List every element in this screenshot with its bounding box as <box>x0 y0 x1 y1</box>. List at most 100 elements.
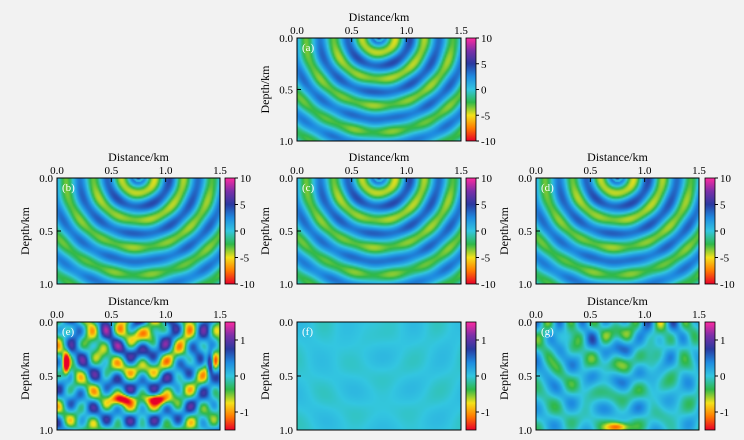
panel-b: (b) 0.0 0.5 1.0 1.5 Distance/km 0.0 0.5 1.0 Depth… <box>18 150 255 291</box>
colorbar-tick-label: 5 <box>240 200 246 212</box>
colorbar-tick-label: 0 <box>481 371 487 383</box>
panel-label: (c) <box>302 182 315 194</box>
y-axis-title: Depth/km <box>258 351 272 400</box>
heatmap-a <box>297 38 461 141</box>
y-tick-label: 1.0 <box>279 136 293 148</box>
x-tick-label: 0.5 <box>345 25 359 37</box>
x-tick-label: 1.5 <box>692 309 706 321</box>
heatmap-c <box>297 178 461 284</box>
y-axis-title: Depth/km <box>258 65 272 114</box>
colorbar <box>465 177 477 285</box>
y-tick-label: 1.0 <box>279 425 293 437</box>
x-tick-label: 0.5 <box>104 309 118 321</box>
panel-f: (f) 0.0 0.5 1.0 Depth/km 1 0 -1 <box>258 317 490 437</box>
colorbar-tick-label: -5 <box>240 253 250 265</box>
y-tick-label: 0.0 <box>518 317 532 329</box>
y-tick-label: 0.0 <box>518 173 532 185</box>
x-tick-label: 1.5 <box>454 165 468 177</box>
x-tick-label: 1.0 <box>638 165 652 177</box>
x-tick-label: 0.5 <box>345 165 359 177</box>
x-tick-label: 0.5 <box>104 165 118 177</box>
heatmap-e <box>57 322 220 430</box>
panel-label: (f) <box>302 326 313 338</box>
x-axis-title: Distance/km <box>349 10 410 24</box>
panel-label: (e) <box>62 326 75 338</box>
y-tick-label: 1.0 <box>279 279 293 291</box>
colorbar-tick-label: -10 <box>720 279 735 291</box>
x-tick-label: 0.0 <box>50 309 64 321</box>
y-tick-label: 0.0 <box>39 173 53 185</box>
panel-a: (a) 0.0 0.5 1.0 1.5 Distance/km 0.0 0.5 1.0 Depth… <box>258 10 496 148</box>
panel-label: (g) <box>541 326 554 338</box>
colorbar-tick-label: 1 <box>481 335 487 347</box>
colorbar-tick-label: 5 <box>481 59 487 71</box>
y-tick-label: 0.0 <box>39 317 53 329</box>
colorbar-tick-label: 10 <box>240 173 252 185</box>
x-tick-label: 1.5 <box>213 309 227 321</box>
y-tick-label: 1.0 <box>518 425 532 437</box>
colorbar-tick-label: -1 <box>720 407 729 419</box>
colorbar-tick-label: 0 <box>720 226 726 238</box>
y-tick-label: 0.5 <box>518 226 532 238</box>
x-tick-label: 1.5 <box>454 25 468 37</box>
heatmap-d <box>536 178 699 284</box>
x-axis-title: Distance/km <box>108 150 169 164</box>
x-axis-title: Distance/km <box>587 150 648 164</box>
x-tick-label: 0.0 <box>529 165 543 177</box>
y-tick-label: 0.5 <box>39 371 53 383</box>
x-tick-label: 0.0 <box>50 165 64 177</box>
colorbar-tick-label: 0 <box>481 226 487 238</box>
y-tick-label: 1.0 <box>39 425 53 437</box>
x-tick-label: 1.5 <box>213 165 227 177</box>
y-axis-title: Depth/km <box>18 206 32 255</box>
panel-g: (g) 0.0 0.5 1.0 1.5 Distance/km 0.0 0.5 1.0 Depth… <box>497 294 729 437</box>
panel-d: (d) 0.0 0.5 1.0 1.5 Distance/km 0.0 0.5 1.0 Depth… <box>497 150 735 291</box>
colorbar-tick-label: -5 <box>720 253 730 265</box>
colorbar <box>465 37 477 142</box>
y-tick-label: 0.0 <box>279 317 293 329</box>
x-tick-label: 0.0 <box>290 165 304 177</box>
colorbar-tick-label: 0 <box>720 371 726 383</box>
colorbar-tick-label: 1 <box>720 335 726 347</box>
colorbar-tick-label: 10 <box>720 173 732 185</box>
panel-label: (d) <box>541 182 554 194</box>
x-tick-label: 0.5 <box>583 165 597 177</box>
y-axis-title: Depth/km <box>497 351 511 400</box>
colorbar-tick-label: -10 <box>481 279 496 291</box>
y-tick-label: 0.5 <box>279 85 293 97</box>
y-tick-label: 1.0 <box>518 279 532 291</box>
colorbar-tick-label: 0 <box>481 85 487 97</box>
colorbar <box>465 321 477 431</box>
y-axis-title: Depth/km <box>497 206 511 255</box>
panel-c: (c) 0.0 0.5 1.0 1.5 Distance/km 0.0 0.5 1.0 Depth… <box>258 150 496 291</box>
y-axis-title: Depth/km <box>18 351 32 400</box>
colorbar <box>704 177 716 285</box>
y-tick-label: 0.5 <box>279 371 293 383</box>
x-axis-title: Distance/km <box>349 150 410 164</box>
colorbar-tick-label: -1 <box>240 407 249 419</box>
x-tick-label: 0.0 <box>529 309 543 321</box>
colorbar-tick-label: -10 <box>481 136 496 148</box>
colorbar-tick-label: 0 <box>240 226 246 238</box>
heatmap-f <box>297 322 461 430</box>
y-tick-label: 0.5 <box>39 226 53 238</box>
x-tick-label: 0.0 <box>290 25 304 37</box>
panel-e: (e) 0.0 0.5 1.0 1.5 Distance/km 0.0 0.5 1.0 Depth… <box>18 294 249 437</box>
x-tick-label: 1.0 <box>638 309 652 321</box>
x-tick-label: 0.5 <box>583 309 597 321</box>
colorbar <box>704 321 716 431</box>
colorbar-tick-label: -5 <box>481 253 491 265</box>
x-axis-title: Distance/km <box>108 294 169 308</box>
colorbar-tick-label: 5 <box>481 200 487 212</box>
heatmap-b <box>57 178 220 284</box>
y-axis-title: Depth/km <box>258 206 272 255</box>
colorbar-tick-label: 0 <box>240 371 246 383</box>
panel-label: (a) <box>302 42 315 54</box>
y-tick-label: 0.0 <box>279 33 293 45</box>
panel-label: (b) <box>62 182 75 194</box>
y-tick-label: 0.5 <box>279 226 293 238</box>
colorbar-tick-label: -1 <box>481 407 490 419</box>
heatmap-g <box>536 322 699 430</box>
y-tick-label: 1.0 <box>39 279 53 291</box>
